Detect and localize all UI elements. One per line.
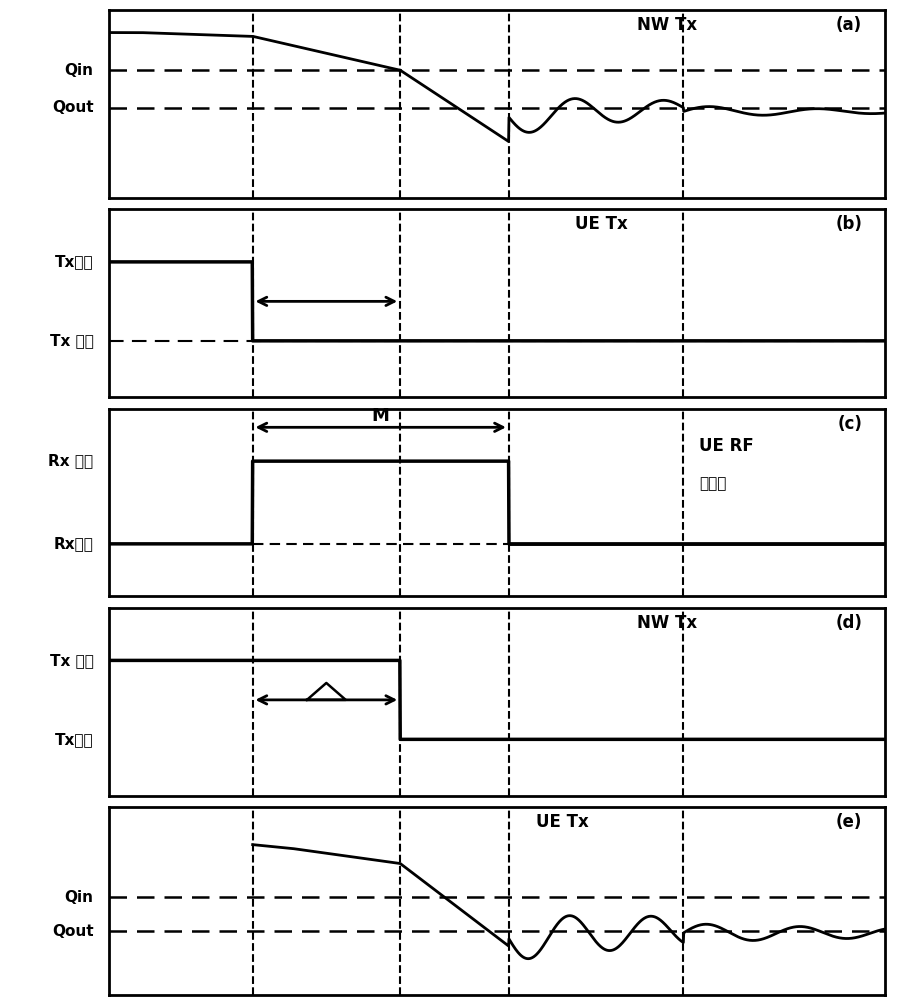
Text: Tx 打开: Tx 打开 xyxy=(50,653,94,668)
Text: UE Tx: UE Tx xyxy=(536,813,588,831)
Text: (a): (a) xyxy=(836,16,862,34)
Text: Tx关闭: Tx关闭 xyxy=(54,732,94,747)
Text: (d): (d) xyxy=(835,614,862,632)
Text: M: M xyxy=(371,407,390,425)
Text: (e): (e) xyxy=(835,813,862,831)
Text: Tx打开: Tx打开 xyxy=(54,254,94,269)
Text: (c): (c) xyxy=(837,415,862,433)
Text: Qin: Qin xyxy=(64,890,94,905)
Text: Rx打开: Rx打开 xyxy=(54,536,94,551)
Text: Tx 关闭: Tx 关闭 xyxy=(50,333,94,348)
Text: Qout: Qout xyxy=(52,924,94,939)
Text: Qout: Qout xyxy=(52,100,94,115)
Text: 可用性: 可用性 xyxy=(699,476,726,491)
Text: NW Tx: NW Tx xyxy=(637,16,697,34)
Text: UE RF: UE RF xyxy=(699,437,754,455)
Text: Qin: Qin xyxy=(64,63,94,78)
Text: Rx 关闭: Rx 关闭 xyxy=(48,454,94,469)
Text: UE Tx: UE Tx xyxy=(575,215,627,233)
Text: NW Tx: NW Tx xyxy=(637,614,697,632)
Text: (b): (b) xyxy=(835,215,862,233)
